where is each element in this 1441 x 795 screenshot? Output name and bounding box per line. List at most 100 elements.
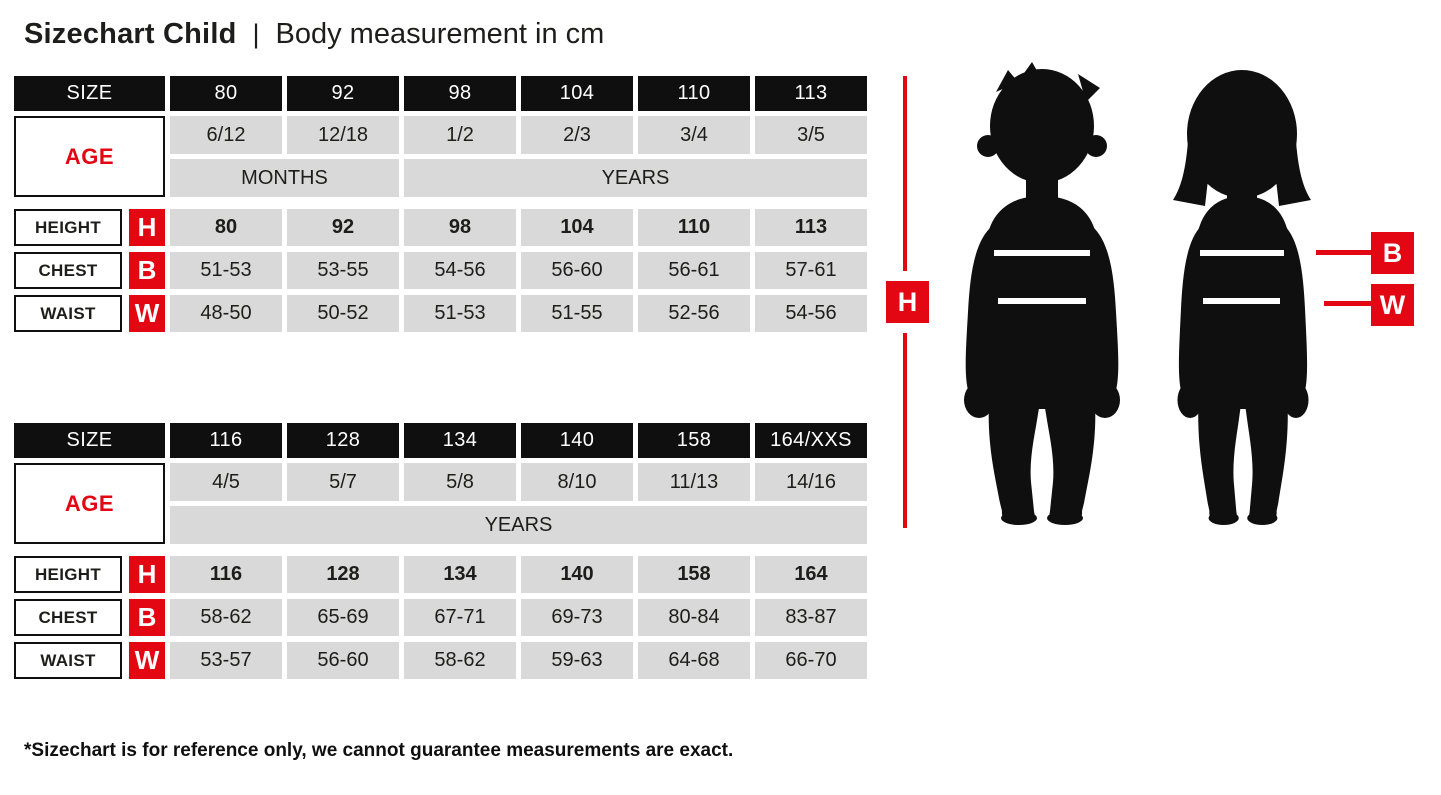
height-cell: 116 [170, 556, 282, 593]
chest-key-badge: B [1371, 232, 1414, 274]
size-cell: 98 [404, 76, 516, 111]
height-key-badge: H [886, 281, 929, 323]
title-subtitle: Body measurement in cm [275, 18, 605, 50]
chest-label: CHEST [14, 252, 122, 289]
period-years-cell: YEARS [170, 506, 867, 544]
height-cell: 134 [404, 556, 516, 593]
size-cell: 116 [170, 423, 282, 458]
waist-letter-badge: W [129, 642, 165, 679]
period-years-cell: YEARS [404, 159, 867, 197]
age-header: AGE [14, 116, 165, 197]
height-label: HEIGHT [14, 556, 122, 593]
waist-label: WAIST [14, 295, 122, 332]
period-months-cell: MONTHS [170, 159, 399, 197]
title-main: Sizechart Child [24, 18, 237, 50]
age-cell: 8/10 [521, 463, 633, 501]
age-cell: 12/18 [287, 116, 399, 154]
height-letter-badge: H [129, 556, 165, 593]
chest-cell: 56-61 [638, 252, 750, 289]
waist-cell: 66-70 [755, 642, 867, 679]
height-cell: 128 [287, 556, 399, 593]
chest-cell: 65-69 [287, 599, 399, 636]
table1-header-grid: SIZE 80 92 98 104 110 113 AGE 6/12 12/18… [14, 76, 867, 197]
height-cell: 104 [521, 209, 633, 246]
waist-cell: 52-56 [638, 295, 750, 332]
size-cell: 113 [755, 76, 867, 111]
chest-row-label: CHEST B [14, 252, 165, 289]
waist-letter-badge: W [129, 295, 165, 332]
age-cell: 5/7 [287, 463, 399, 501]
table2-measure-grid: HEIGHT H 116 128 134 140 158 164 CHEST B… [14, 556, 867, 679]
height-measure-line-top [903, 76, 907, 271]
boy-silhouette-icon [942, 62, 1148, 539]
chest-cell: 51-53 [170, 252, 282, 289]
chest-cell: 58-62 [170, 599, 282, 636]
chest-row-label: CHEST B [14, 599, 165, 636]
waist-cell: 56-60 [287, 642, 399, 679]
waist-cell: 58-62 [404, 642, 516, 679]
chest-cell: 53-55 [287, 252, 399, 289]
age-header: AGE [14, 463, 165, 544]
sizechart-table-large: SIZE 116 128 134 140 158 164/XXS AGE 4/5… [14, 423, 867, 679]
size-header: SIZE [14, 76, 165, 111]
height-cell: 92 [287, 209, 399, 246]
age-cell: 2/3 [521, 116, 633, 154]
waist-cell: 50-52 [287, 295, 399, 332]
age-cell: 3/4 [638, 116, 750, 154]
waist-cell: 51-53 [404, 295, 516, 332]
waist-key-badge: W [1371, 284, 1414, 326]
chest-label: CHEST [14, 599, 122, 636]
height-cell: 80 [170, 209, 282, 246]
age-cell: 3/5 [755, 116, 867, 154]
waist-cell: 51-55 [521, 295, 633, 332]
height-cell: 110 [638, 209, 750, 246]
age-cell: 6/12 [170, 116, 282, 154]
waist-row-label: WAIST W [14, 295, 165, 332]
size-cell: 134 [404, 423, 516, 458]
height-letter-badge: H [129, 209, 165, 246]
footnote: *Sizechart is for reference only, we can… [24, 740, 734, 761]
table1-measure-grid: HEIGHT H 80 92 98 104 110 113 CHEST B 51… [14, 209, 867, 332]
height-cell: 98 [404, 209, 516, 246]
height-measure-line-bottom [903, 333, 907, 528]
chest-cell: 57-61 [755, 252, 867, 289]
chest-cell: 69-73 [521, 599, 633, 636]
girl-silhouette-icon [1148, 62, 1348, 539]
height-row-label: HEIGHT H [14, 209, 165, 246]
chest-letter-badge: B [129, 252, 165, 289]
waist-measure-line [1324, 301, 1371, 306]
size-cell: 104 [521, 76, 633, 111]
waist-label: WAIST [14, 642, 122, 679]
waist-row-label: WAIST W [14, 642, 165, 679]
chest-letter-badge: B [129, 599, 165, 636]
size-cell: 110 [638, 76, 750, 111]
age-cell: 11/13 [638, 463, 750, 501]
chest-measure-line [1316, 250, 1371, 255]
size-cell: 158 [638, 423, 750, 458]
height-row-label: HEIGHT H [14, 556, 165, 593]
waist-cell: 64-68 [638, 642, 750, 679]
height-cell: 140 [521, 556, 633, 593]
age-cell: 5/8 [404, 463, 516, 501]
waist-cell: 53-57 [170, 642, 282, 679]
height-label: HEIGHT [14, 209, 122, 246]
chest-cell: 80-84 [638, 599, 750, 636]
size-header: SIZE [14, 423, 165, 458]
size-cell: 140 [521, 423, 633, 458]
chest-cell: 67-71 [404, 599, 516, 636]
chest-cell: 56-60 [521, 252, 633, 289]
title-separator: | [252, 19, 260, 49]
height-cell: 113 [755, 209, 867, 246]
waist-cell: 59-63 [521, 642, 633, 679]
size-cell: 128 [287, 423, 399, 458]
sizechart-table-small: SIZE 80 92 98 104 110 113 AGE 6/12 12/18… [14, 76, 867, 332]
age-cell: 4/5 [170, 463, 282, 501]
age-cell: 14/16 [755, 463, 867, 501]
chest-cell: 83-87 [755, 599, 867, 636]
height-cell: 158 [638, 556, 750, 593]
size-cell: 92 [287, 76, 399, 111]
height-cell: 164 [755, 556, 867, 593]
table2-header-grid: SIZE 116 128 134 140 158 164/XXS AGE 4/5… [14, 423, 867, 544]
age-cell: 1/2 [404, 116, 516, 154]
